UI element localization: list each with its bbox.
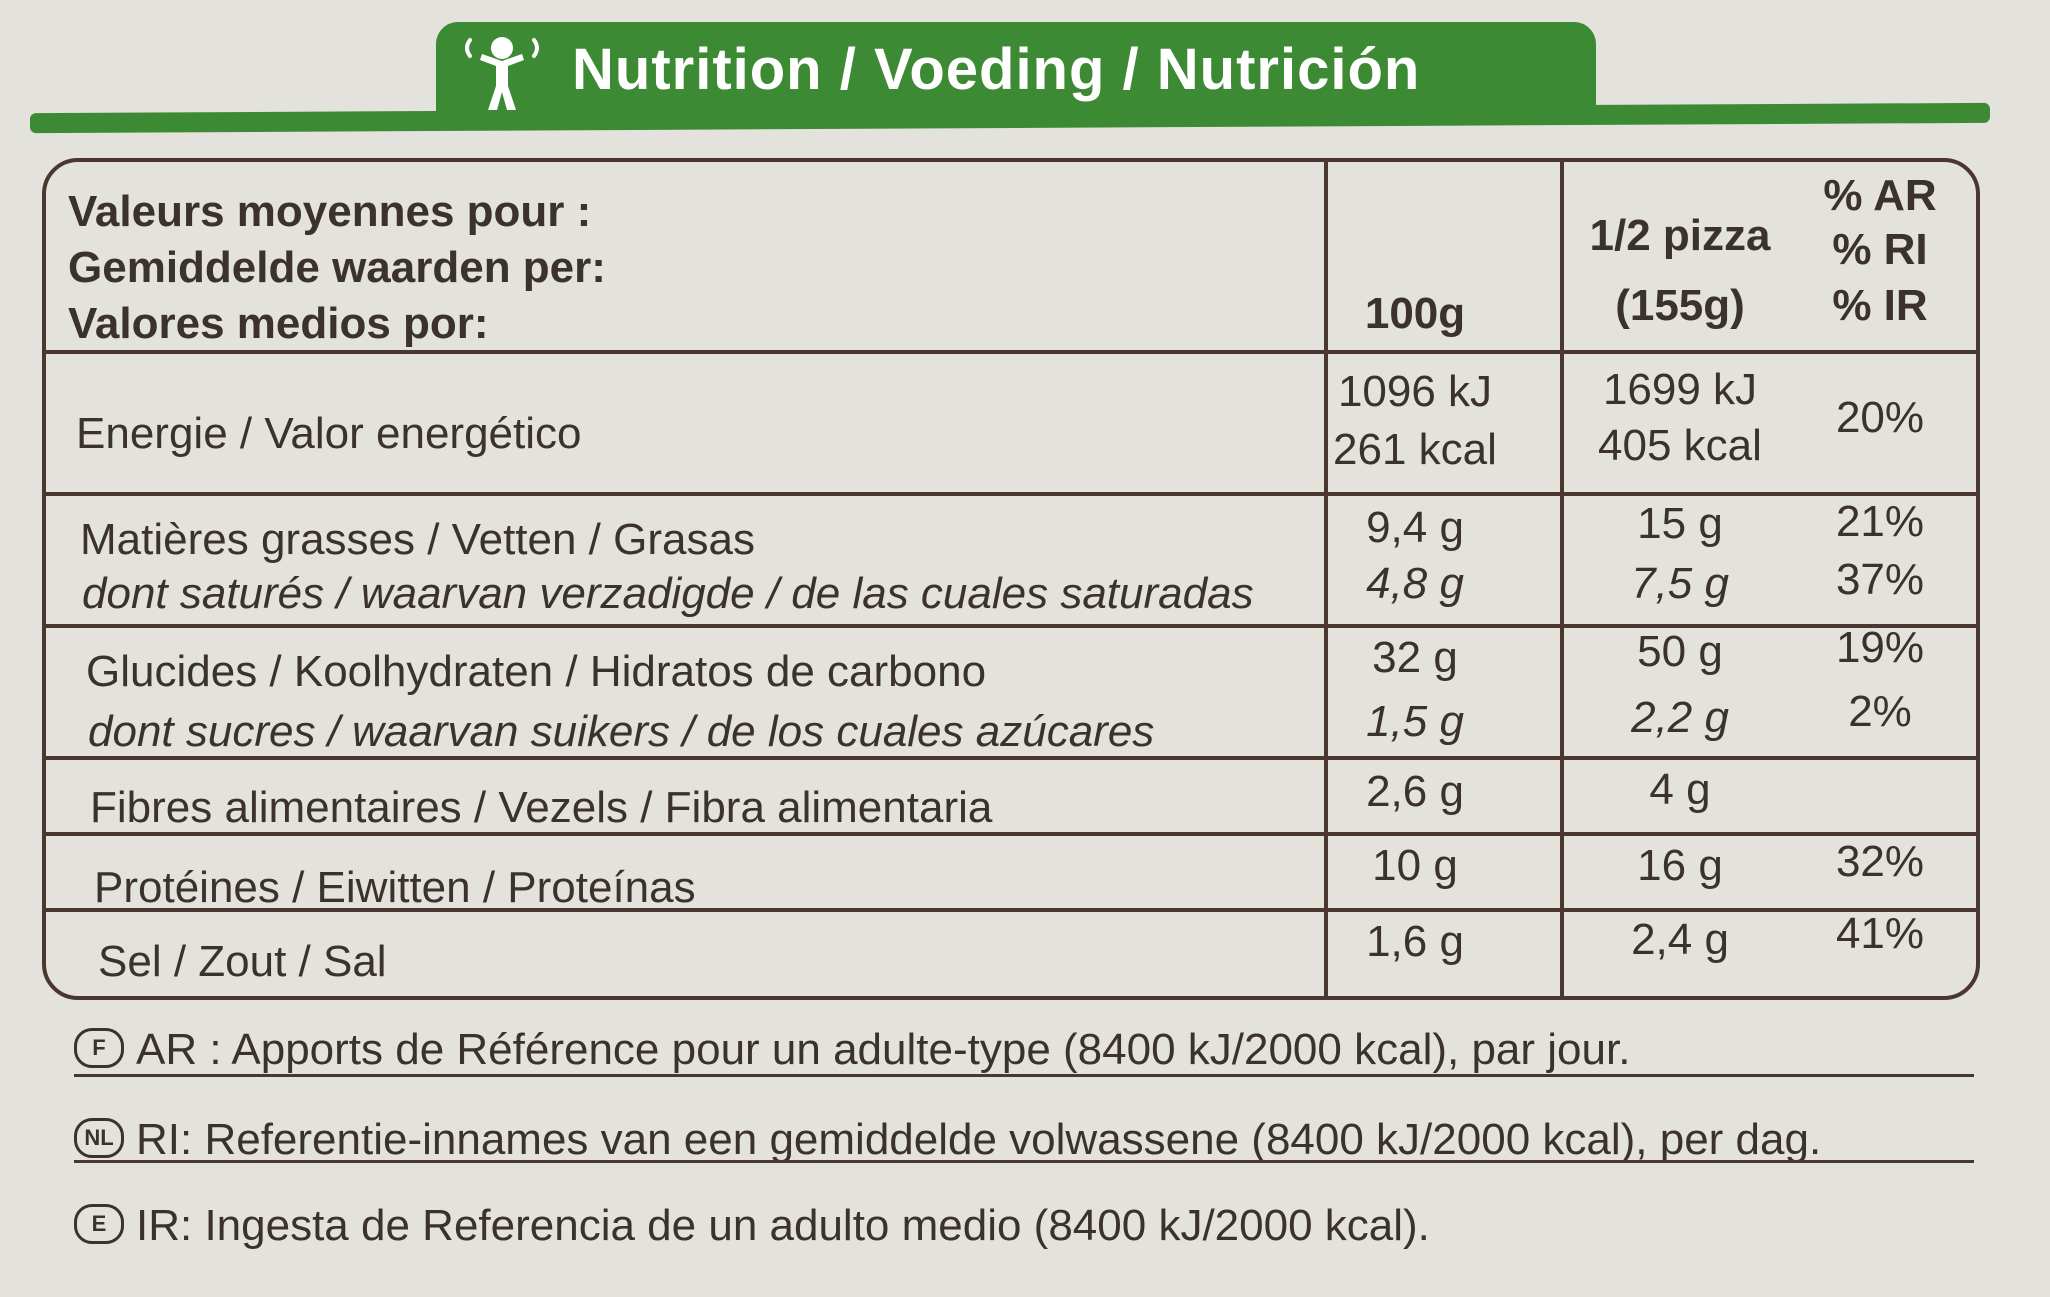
row-label-energy: Energie / Valor energético (76, 409, 582, 458)
column-header-half-pizza: 1/2 pizza (1589, 211, 1771, 260)
row-label-protein: Protéines / Eiwitten / Proteínas (94, 863, 696, 912)
footnote-divider (74, 1074, 1974, 1077)
row-divider (46, 756, 1976, 760)
footnote-nl-text: RI: Referentie-innames van een gemiddeld… (136, 1115, 1822, 1164)
row-divider (46, 624, 1976, 628)
fibre-half: 4 g (1649, 765, 1711, 814)
row-divider (46, 832, 1976, 836)
row-label-carbohydrates: Glucides / Koolhydraten / Hidratos de ca… (86, 647, 987, 696)
row-divider (46, 492, 1976, 496)
row-label-saturated: dont saturés / waarvan verzadigde / de l… (82, 569, 1254, 618)
sugars-ref: 2% (1848, 687, 1912, 736)
header-label-fr: Valeurs moyennes pour : (68, 187, 592, 236)
page-title: Nutrition / Voeding / Nutrición (572, 37, 1421, 102)
sugars-half: 2,2 g (1631, 693, 1729, 742)
energy-ref: 20% (1835, 393, 1925, 442)
column-header-ref-ri: % RI (1832, 225, 1928, 274)
protein-100g: 10 g (1372, 841, 1458, 890)
fat-half: 15 g (1637, 499, 1723, 548)
nutrition-table (42, 158, 1980, 1000)
column-header-ref-ir: % IR (1832, 281, 1928, 330)
fat-100g: 9,4 g (1366, 503, 1464, 552)
language-badge-fr: F (74, 1028, 124, 1069)
footnote-fr: F AR : Apports de Référence pour un adult… (74, 1022, 1630, 1078)
footnote-fr-text: AR : Apports de Référence pour un adulte… (136, 1025, 1631, 1074)
salt-ref: 41% (1835, 909, 1925, 958)
header-label-nl: Gemiddelde waarden per: (68, 243, 606, 292)
saturated-half: 7,5 g (1631, 559, 1729, 608)
energy-100g-kj: 1096 kJ (1337, 367, 1493, 416)
salt-half: 2,4 g (1631, 915, 1729, 964)
fat-ref: 21% (1835, 497, 1925, 546)
row-label-salt: Sel / Zout / Sal (98, 937, 387, 986)
salt-100g: 1,6 g (1366, 917, 1464, 966)
saturated-100g: 4,8 g (1366, 559, 1464, 608)
carbohydrates-100g: 32 g (1372, 633, 1458, 682)
column-divider (1324, 162, 1328, 996)
protein-ref: 32% (1835, 837, 1925, 886)
fibre-100g: 2,6 g (1366, 767, 1464, 816)
column-header-half-pizza-weight: (155g) (1615, 281, 1745, 330)
energy-half-kcal: 405 kcal (1598, 421, 1762, 470)
footnote-es-text: IR: Ingesta de Referencia de un adulto m… (136, 1201, 1430, 1250)
sugars-100g: 1,5 g (1366, 697, 1464, 746)
row-label-sugars: dont sucres / waarvan suikers / de los c… (88, 707, 1155, 756)
header-label-es: Valores medios por: (68, 299, 489, 348)
energy-100g-kcal: 261 kcal (1333, 425, 1497, 474)
protein-half: 16 g (1637, 841, 1723, 890)
row-label-fibre: Fibres alimentaires / Vezels / Fibra ali… (90, 783, 993, 832)
footnote-es: E IR: Ingesta de Referencia de un adulto … (74, 1198, 1430, 1254)
saturated-ref: 37% (1835, 555, 1925, 604)
carbohydrates-half: 50 g (1637, 627, 1723, 676)
column-header-ref-ar: % AR (1823, 171, 1937, 220)
column-divider (1560, 162, 1564, 996)
carbohydrates-ref: 19% (1835, 623, 1925, 672)
row-label-fat: Matières grasses / Vetten / Grasas (80, 515, 755, 564)
child-icon (465, 37, 539, 110)
row-divider (46, 350, 1976, 354)
language-badge-nl: NL (74, 1118, 124, 1159)
footnote-divider (74, 1160, 1974, 1163)
language-badge-es: E (74, 1204, 124, 1245)
column-header-100g: 100g (1364, 289, 1466, 338)
energy-half-kj: 1699 kJ (1602, 365, 1758, 414)
footnote-nl: NL RI: Referentie-innames van een gemidde… (74, 1112, 1821, 1168)
row-divider (46, 908, 1976, 912)
